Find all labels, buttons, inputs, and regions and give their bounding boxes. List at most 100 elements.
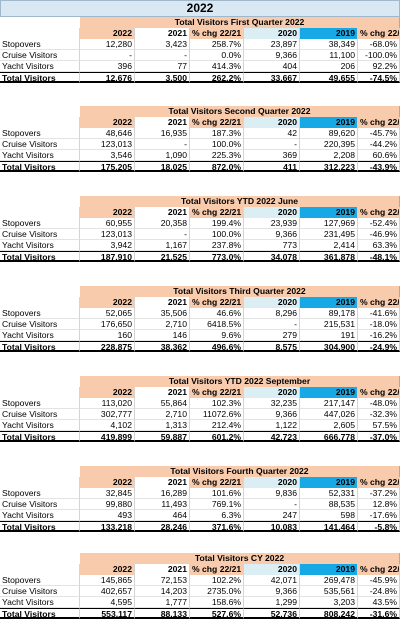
total-cell: 187,910 xyxy=(80,251,135,262)
column-header: 2021 xyxy=(135,297,190,308)
column-header: % chg 22/19 xyxy=(358,387,400,398)
table-cell: 42 xyxy=(244,128,300,139)
table-cell: 258.7% xyxy=(190,39,244,50)
total-label: Total Visitors xyxy=(0,72,80,83)
table-cell: 279 xyxy=(244,330,300,341)
table-cell: 402,657 xyxy=(80,586,135,597)
total-cell: 141,464 xyxy=(300,521,358,532)
column-header: 2019 xyxy=(300,564,358,575)
column-header: 2021 xyxy=(135,564,190,575)
total-cell: -74.5% xyxy=(358,72,400,83)
row-label: Yacht Visitors xyxy=(0,420,80,431)
table-cell: 88,535 xyxy=(300,499,358,510)
column-header: 2019 xyxy=(300,207,358,218)
table-cell: -44.2% xyxy=(358,139,400,150)
total-row: Total Visitors 175,205 18,025 872.0% 411 312,… xyxy=(0,161,400,172)
section-title-row: Total Visitors YTD 2022 September xyxy=(0,376,400,387)
table-cell: 2,605 xyxy=(300,420,358,431)
column-header: 2022 xyxy=(80,207,135,218)
table-row: Yacht Visitors 160 146 9.6% 279 191 -16.2% xyxy=(0,330,400,341)
row-label: Cruise Visitors xyxy=(0,229,80,240)
total-row: Total Visitors 419,899 59,887 601.2% 42,723 6… xyxy=(0,431,400,442)
total-label: Total Visitors xyxy=(0,608,80,619)
total-row: Total Visitors 228,875 38,362 496.6% 8,575 30… xyxy=(0,341,400,352)
blank-cell xyxy=(0,28,80,39)
table-cell: -37.2% xyxy=(358,488,400,499)
table-cell: 99,880 xyxy=(80,499,135,510)
table-row: Yacht Visitors 3,942 1,167 237.8% 773 2,414 63… xyxy=(0,240,400,251)
table-cell: 493 xyxy=(80,510,135,521)
total-cell: -43.9% xyxy=(358,161,400,172)
row-label: Stopovers xyxy=(0,575,80,586)
table-cell: 8,296 xyxy=(244,308,300,319)
blank-cell xyxy=(0,297,80,308)
blank-cell xyxy=(0,106,80,117)
section-title: Total Visitors Fourth Quarter 2022 xyxy=(80,466,400,477)
total-row: Total Visitors 553,117 88,133 527.6% 52,736 8… xyxy=(0,608,400,619)
table-cell: - xyxy=(244,499,300,510)
column-header: % chg 22/19 xyxy=(358,28,400,39)
blank-cell xyxy=(0,553,80,564)
table-row: Stopovers 48,646 16,935 187.3% 42 89,620 -45.7… xyxy=(0,128,400,139)
table-cell: 52,331 xyxy=(300,488,358,499)
blank-cell xyxy=(0,564,80,575)
column-header: 2019 xyxy=(300,477,358,488)
blank-cell xyxy=(0,286,80,297)
total-cell: 133,218 xyxy=(80,521,135,532)
section-title: Total Visitors Second Quarter 2022 xyxy=(80,106,400,117)
table-cell: 12.8% xyxy=(358,499,400,510)
total-cell: 419,899 xyxy=(80,431,135,442)
table-row: Yacht Visitors 4,102 1,313 212.4% 1,122 2,605… xyxy=(0,420,400,431)
table-cell: 72,153 xyxy=(135,575,190,586)
total-cell: 773.0% xyxy=(190,251,244,262)
table-cell: 302,777 xyxy=(80,409,135,420)
total-label: Total Visitors xyxy=(0,161,80,172)
table-cell: -18.0% xyxy=(358,319,400,330)
total-cell: 262.2% xyxy=(190,72,244,83)
column-header: 2021 xyxy=(135,117,190,128)
row-label: Yacht Visitors xyxy=(0,61,80,72)
column-header: 2021 xyxy=(135,28,190,39)
table-row: Stopovers 60,955 20,358 199.4% 23,939 127,969… xyxy=(0,218,400,229)
column-header: % chg 22/19 xyxy=(358,117,400,128)
total-cell: 666,778 xyxy=(300,431,358,442)
table-cell: 145,865 xyxy=(80,575,135,586)
table-cell: 3,423 xyxy=(135,39,190,50)
column-header: 2019 xyxy=(300,117,358,128)
section-title-row: Total Visitors Second Quarter 2022 xyxy=(0,106,400,117)
table-cell: 247 xyxy=(244,510,300,521)
table-cell: 23,897 xyxy=(244,39,300,50)
blank-cell xyxy=(0,376,80,387)
column-header: 2020 xyxy=(244,207,300,218)
table-section: Total Visitors YTD 2022 September 2022 202… xyxy=(0,376,400,442)
total-cell: 228,875 xyxy=(80,341,135,352)
table-cell: 32,845 xyxy=(80,488,135,499)
column-header: % chg 22/21 xyxy=(190,477,244,488)
table-row: Cruise Visitors 99,880 11,493 769.1% -88,535… xyxy=(0,499,400,510)
table-cell: 212.4% xyxy=(190,420,244,431)
column-header: 2022 xyxy=(80,117,135,128)
table-cell: - xyxy=(244,139,300,150)
table-cell: - xyxy=(135,139,190,150)
blank-cell xyxy=(0,17,80,28)
table-cell: 146 xyxy=(135,330,190,341)
table-cell: 160 xyxy=(80,330,135,341)
total-cell: 34,078 xyxy=(244,251,300,262)
table-cell: -16.2% xyxy=(358,330,400,341)
column-header: 2020 xyxy=(244,28,300,39)
table-cell: 447,026 xyxy=(300,409,358,420)
table-row: Stopovers 12,280 3,423 258.7% 23,897 38,349 -6… xyxy=(0,39,400,50)
blank-cell xyxy=(0,387,80,398)
row-label: Stopovers xyxy=(0,308,80,319)
total-cell: -37.0% xyxy=(358,431,400,442)
table-cell: 123,013 xyxy=(80,139,135,150)
section-title-row: Total Visitors Fourth Quarter 2022 xyxy=(0,466,400,477)
table-cell: 9,366 xyxy=(244,229,300,240)
table-row: Stopovers 145,865 72,153 102.2% 42,071 269,47… xyxy=(0,575,400,586)
row-label: Cruise Visitors xyxy=(0,409,80,420)
section-title-row: Total Visitors CY 2022 xyxy=(0,553,400,564)
table-cell: 2735.0% xyxy=(190,586,244,597)
table-cell: 60.6% xyxy=(358,150,400,161)
table-cell: 43.5% xyxy=(358,597,400,608)
